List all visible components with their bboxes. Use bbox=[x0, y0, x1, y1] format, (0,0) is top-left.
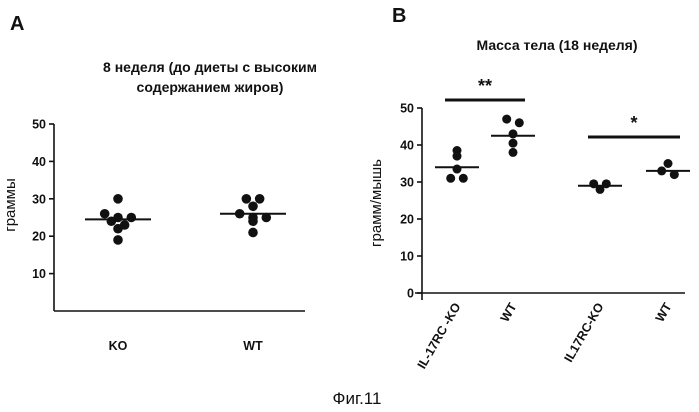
category-label: WT bbox=[498, 300, 520, 324]
data-point bbox=[509, 139, 518, 148]
data-point bbox=[100, 209, 110, 219]
data-point bbox=[515, 118, 524, 127]
panel-b-title: Масса тела (18 неделя) bbox=[476, 37, 637, 53]
category-label: WT bbox=[243, 339, 263, 353]
data-point bbox=[502, 115, 511, 124]
data-point bbox=[113, 194, 123, 204]
category-label: IL-17RC -KO bbox=[415, 300, 464, 371]
panel-a-y-axis-label: граммы bbox=[2, 178, 19, 232]
panel-a-title-line-2: содержанием жиров) bbox=[137, 79, 284, 95]
panel-a-title-line-1: 8 неделя (до диеты с высоким bbox=[103, 59, 317, 75]
data-point bbox=[127, 213, 137, 223]
data-point bbox=[113, 224, 123, 234]
data-point bbox=[248, 201, 258, 211]
data-point bbox=[113, 235, 123, 245]
panel-a-plot: 10 20 30 40 50 KO WT bbox=[32, 118, 305, 354]
data-point bbox=[509, 129, 518, 138]
y-tick-label: 20 bbox=[400, 213, 414, 227]
y-tick-label: 10 bbox=[400, 250, 414, 264]
data-point bbox=[446, 174, 455, 183]
y-tick-label: 20 bbox=[32, 230, 46, 244]
data-point bbox=[453, 152, 462, 161]
y-tick-label: 40 bbox=[32, 155, 46, 169]
significance-label: ** bbox=[478, 76, 492, 96]
category-label: IL17RC-KO bbox=[561, 300, 606, 364]
figure-caption: Фиг.11 bbox=[333, 389, 382, 408]
y-tick-label: 0 bbox=[407, 287, 414, 301]
y-tick-label: 30 bbox=[32, 192, 46, 206]
panel-a-letter: A bbox=[10, 13, 24, 35]
y-tick-label: 50 bbox=[32, 118, 46, 132]
data-point bbox=[664, 159, 673, 168]
panel-b-letter: B bbox=[392, 5, 406, 27]
y-tick-label: 30 bbox=[400, 176, 414, 190]
data-point bbox=[248, 216, 258, 226]
data-point bbox=[459, 174, 468, 183]
data-point bbox=[242, 194, 252, 204]
data-point bbox=[509, 148, 518, 157]
data-point bbox=[453, 165, 462, 174]
significance-label: * bbox=[630, 113, 637, 133]
category-label: KO bbox=[109, 339, 128, 353]
category-label: WT bbox=[653, 300, 675, 324]
y-tick-label: 40 bbox=[400, 139, 414, 153]
panel-b-plot: 01020304050IL-17RC -KOWTIL17RC-KOWT*** bbox=[400, 76, 690, 371]
y-tick-label: 10 bbox=[32, 267, 46, 281]
data-point bbox=[107, 216, 117, 226]
panel-b-y-axis-label: грамм/мышь bbox=[368, 159, 385, 247]
data-point bbox=[255, 194, 265, 204]
data-point bbox=[248, 228, 258, 238]
y-tick-label: 50 bbox=[400, 102, 414, 116]
